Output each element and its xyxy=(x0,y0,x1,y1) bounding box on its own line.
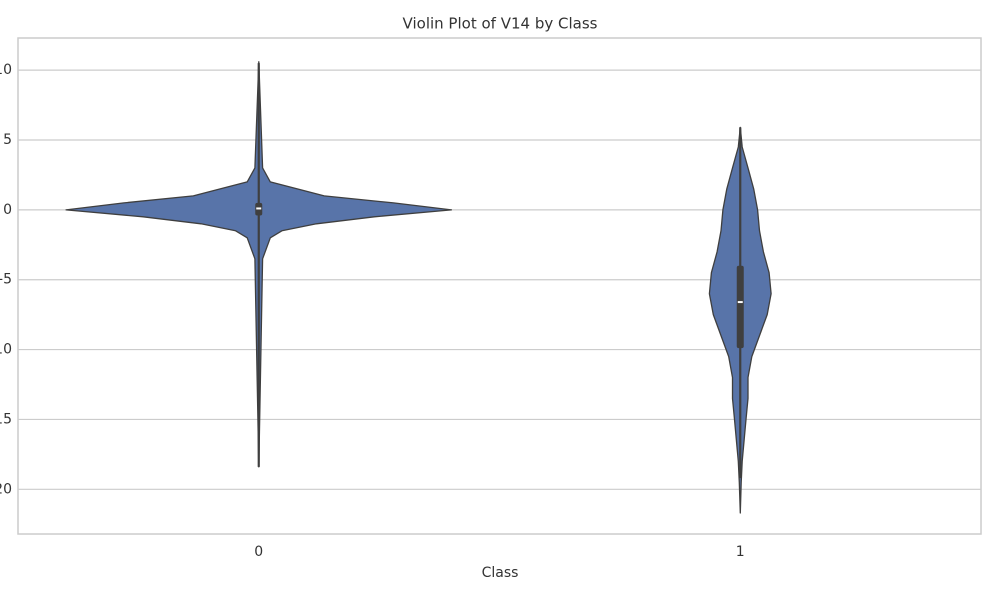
y-tick-label: 5 xyxy=(3,132,12,148)
chart-title: Violin Plot of V14 by Class xyxy=(403,15,598,33)
x-axis-label: Class xyxy=(482,565,519,581)
x-tick-label: 1 xyxy=(736,544,745,560)
y-tick-label: -15 xyxy=(0,411,12,427)
y-tick-label: 10 xyxy=(0,62,12,78)
plot-frame xyxy=(17,37,982,535)
y-tick-label: -20 xyxy=(0,481,12,497)
y-tick-label: 0 xyxy=(3,202,12,218)
y-tick-label: -10 xyxy=(0,342,12,358)
iqr-box xyxy=(736,265,744,349)
x-tick-label: 0 xyxy=(254,544,263,560)
y-tick-label: -5 xyxy=(0,272,12,288)
